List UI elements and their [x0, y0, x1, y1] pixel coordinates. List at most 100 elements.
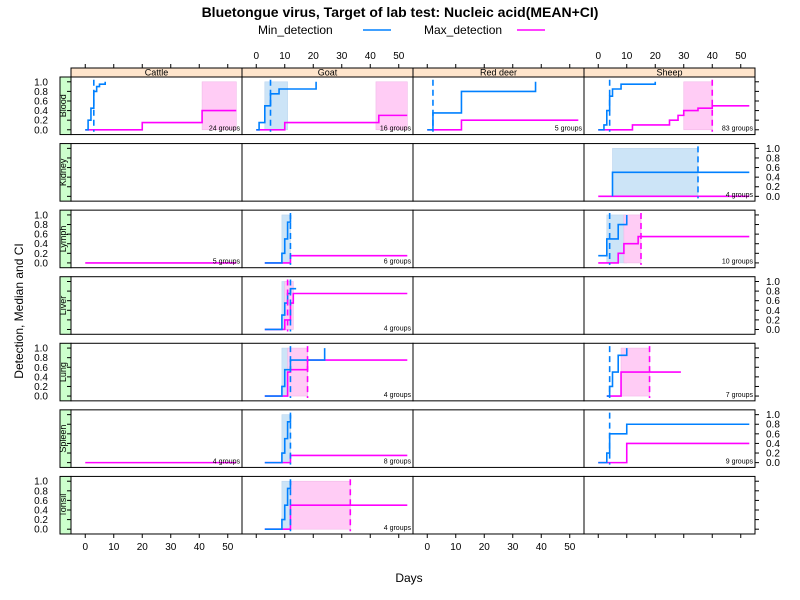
y-tick-label: 0.8 [34, 87, 48, 98]
y-tick-label: 0.6 [34, 230, 48, 241]
y-tick-label: 0.8 [766, 420, 780, 431]
groups-label: 5 groups [555, 126, 583, 133]
y-tick-label: 1.0 [34, 477, 48, 488]
panel-lung-sheep [583, 342, 756, 402]
y-tick-label: 0.6 [34, 363, 48, 374]
series-max-detection [598, 104, 750, 131]
x-tick-label: 0 [424, 542, 430, 553]
x-tick-label: 50 [735, 51, 747, 62]
legend-label-min: Min_detection [258, 23, 333, 37]
panel-data-lung-sheep: 7 groups [606, 346, 754, 399]
series-max-detection [598, 442, 750, 464]
strip-tonsil [59, 475, 72, 535]
series-min-detection [611, 171, 750, 197]
panel-data-tonsil-goat: 4 groups [264, 479, 412, 532]
panel-inner [598, 79, 750, 132]
panel-data-blood-sheep: 83 groups [598, 79, 753, 133]
y-tick-label: 0.4 [766, 173, 780, 184]
groups-label: 24 groups [209, 126, 241, 133]
legend: Min_detection Max_detection [258, 23, 545, 37]
y-tick-label: 0.8 [34, 486, 48, 497]
x-tick-label: 10 [450, 542, 462, 553]
y-tick-label: 0.6 [34, 496, 48, 507]
series-max-detection [85, 109, 237, 131]
groups-label: 8 groups [384, 458, 412, 465]
y-tick-label: 0.0 [34, 125, 48, 136]
panel-tonsil-sheep [583, 475, 756, 535]
groups-label: 4 groups [384, 525, 412, 532]
panel-data-liver-goat: 4 groups [264, 279, 412, 332]
series-min-detection [598, 81, 657, 131]
y-tick-label: 1.0 [766, 144, 780, 155]
x-tick-label: 10 [621, 51, 633, 62]
series-min-detection [264, 481, 292, 530]
panel-data-spleen-sheep: 9 groups [598, 412, 754, 465]
panel-data-lymph-sheep: 10 groups [598, 212, 753, 266]
panel-inner [264, 479, 408, 532]
panel-inner [598, 212, 750, 265]
panel-data-kidney-sheep: 4 groups [598, 146, 753, 199]
groups-label: 7 groups [726, 392, 754, 399]
x-tick-label: 30 [336, 51, 348, 62]
panel-inner [606, 346, 681, 399]
groups-label: 9 groups [726, 458, 754, 465]
strip-liver [59, 276, 72, 335]
strip-label-cattle: Cattle [145, 68, 169, 78]
y-tick-label: 0.2 [34, 515, 48, 526]
panel-inner [264, 346, 408, 399]
panel-liver-sheep [583, 276, 756, 335]
max-ci-band [375, 81, 408, 131]
y-axis-title: Detection, Median and CI [12, 243, 26, 378]
groups-label: 4 groups [384, 325, 412, 332]
x-tick-label: 20 [479, 542, 491, 553]
series-min-detection [598, 214, 628, 257]
panel-data-blood-cattle: 24 groups [85, 79, 241, 133]
x-axis-title: Days [395, 571, 422, 585]
y-tick-label: 0.0 [34, 258, 48, 269]
y-tick-label: 0.8 [34, 220, 48, 231]
y-tick-label: 0.4 [766, 306, 780, 317]
panel-data-spleen-cattle: 4 groups [85, 458, 240, 465]
column-strips: Cattle Goat Red deer Sheep [70, 67, 756, 78]
y-tick-label: 0.6 [34, 96, 48, 107]
x-tick-label: 30 [165, 542, 177, 553]
x-tick-label: 0 [253, 51, 259, 62]
series-max-detection [256, 114, 408, 131]
x-tick-label: 0 [82, 542, 88, 553]
y-tick-label: 0.4 [34, 106, 48, 117]
strip-blood [59, 76, 72, 136]
series-min-detection [264, 348, 326, 397]
x-tick-label: 30 [507, 542, 519, 553]
strip-kidney [59, 143, 72, 202]
groups-label: 16 groups [380, 126, 412, 133]
series-max-detection [598, 235, 750, 264]
panel-inner [264, 279, 408, 332]
x-tick-label: 40 [365, 51, 377, 62]
y-tick-label: 0.0 [34, 392, 48, 403]
x-tick-label: 10 [108, 542, 120, 553]
x-tick-label: 20 [308, 51, 320, 62]
y-tick-label: 0.4 [766, 439, 780, 450]
series-min-detection [264, 214, 292, 264]
series-min-detection [427, 81, 537, 131]
y-tick-label: 0.4 [34, 239, 48, 250]
x-tick-label: 50 [564, 542, 576, 553]
y-tick-label: 0.8 [34, 353, 48, 364]
x-tick-label: 10 [279, 51, 291, 62]
strip-label-spleen: Spleen [58, 425, 68, 453]
x-tick-label: 0 [595, 51, 601, 62]
y-tick-label: 0.2 [766, 315, 780, 326]
groups-label: 5 groups [213, 259, 241, 266]
y-tick-label: 0.6 [766, 163, 780, 174]
y-tick-label: 0.2 [34, 382, 48, 393]
series-min-detection [264, 414, 292, 464]
strip-lymph [59, 209, 72, 269]
y-tick-label: 0.4 [34, 372, 48, 383]
y-tick-label: 1.0 [766, 277, 780, 288]
x-tick-label: 30 [678, 51, 690, 62]
panel-data-lymph-cattle: 5 groups [85, 259, 240, 266]
panel-data-spleen-goat: 8 groups [264, 412, 412, 465]
max-ci-band [683, 81, 713, 131]
strip-spleen [59, 409, 72, 468]
